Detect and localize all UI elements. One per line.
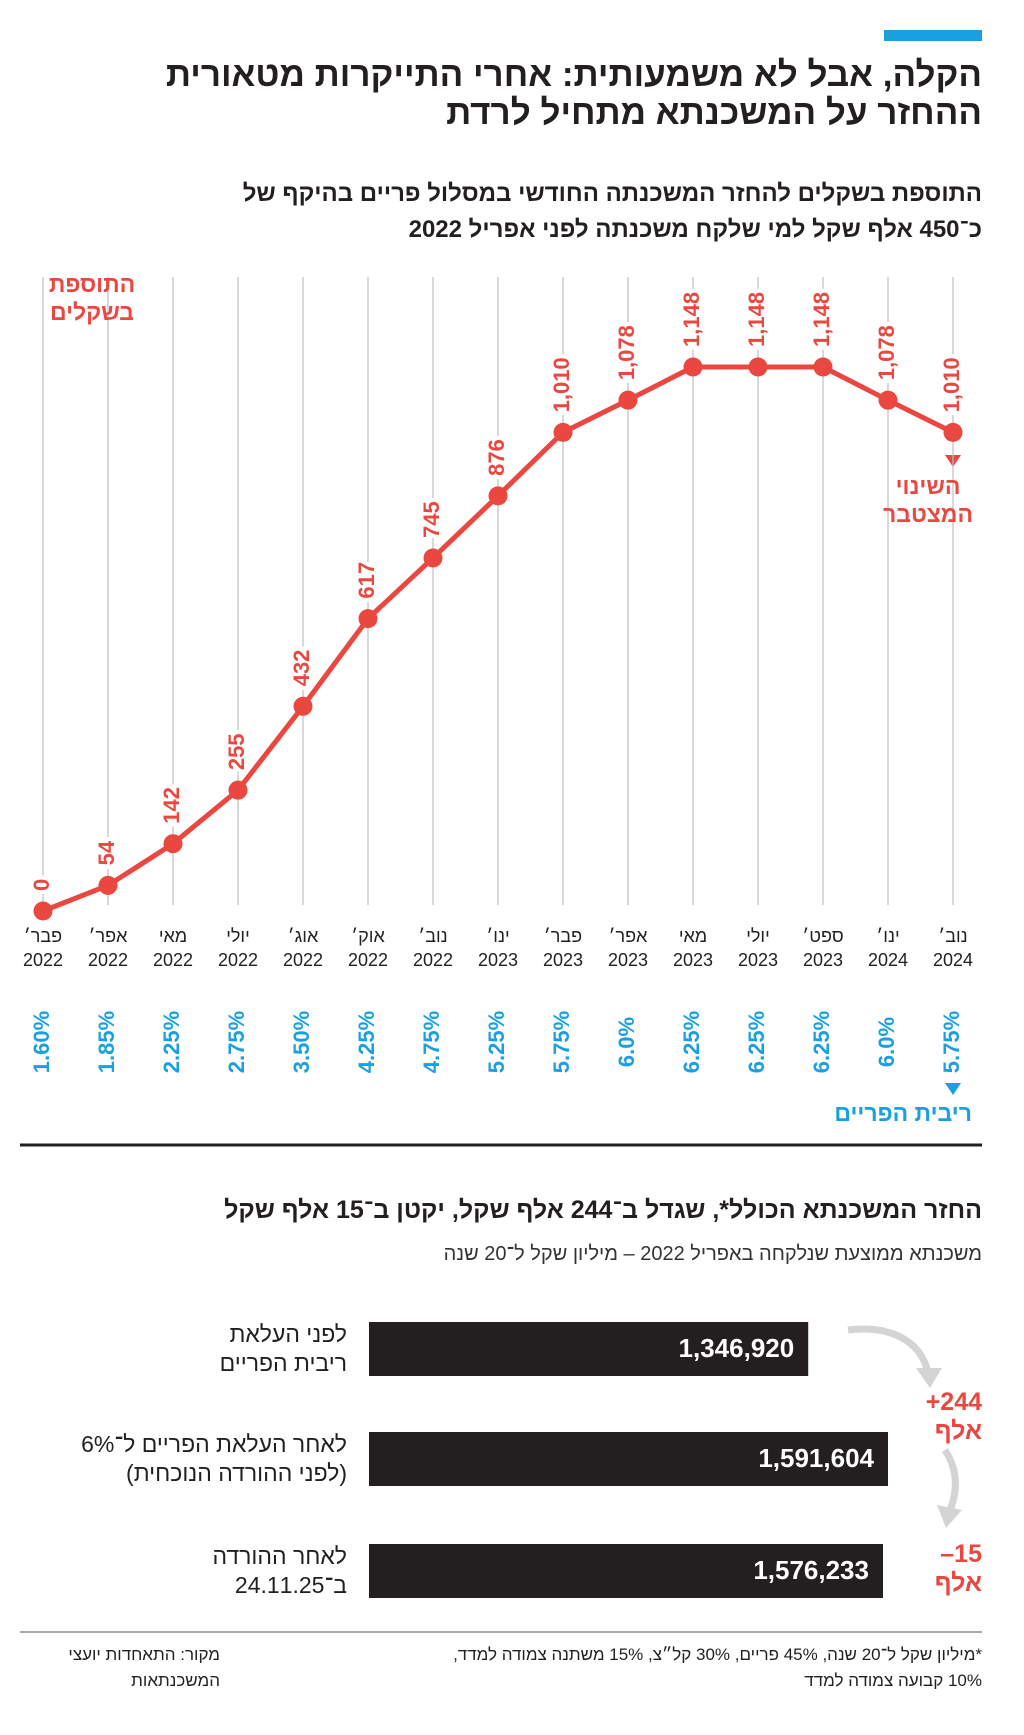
point: [163, 834, 183, 854]
prime-rate-label: 4.25%: [354, 1011, 379, 1073]
change-arrow-head: [916, 1368, 942, 1388]
bar: [369, 1322, 809, 1376]
change-annotation: +244 אלף: [925, 1388, 982, 1445]
y-axis-label: התוספת בשקלים: [48, 271, 136, 325]
source: מקור: התאחדות יועצי המשכנתאות: [68, 1645, 220, 1690]
prime-rate-label: 6.25%: [744, 1011, 769, 1073]
prime-rate-label: 3.50%: [289, 1011, 314, 1073]
prime-rate-label: 1.85%: [94, 1011, 119, 1073]
x-tick-label: נוב׳ 2024: [921, 924, 985, 972]
x-tick-label: נוב׳ 2022: [401, 924, 465, 972]
value-label: 1,078: [874, 325, 899, 380]
category-label: לאחר ההורדה ב־24.11.25: [212, 1543, 348, 1598]
value-label: 54: [94, 840, 119, 865]
prime-rate-label: 6.0%: [614, 1017, 639, 1067]
x-tick-label: מאי 2023: [661, 924, 725, 972]
chart-title: החזר המשכנתא הכולל*, שגדל ב־244 אלף שקל,…: [224, 1196, 982, 1224]
value-label: 1,576,233: [753, 1555, 869, 1585]
accent-bar: [884, 30, 982, 41]
prime-rate-label: 2.25%: [159, 1011, 184, 1073]
x-tick-label: ינו׳ 2024: [856, 924, 920, 972]
x-tick-label: אפר׳ 2023: [596, 924, 660, 972]
point: [98, 875, 118, 895]
value-label: 1,148: [809, 292, 834, 347]
annotation: השינוי המצטבר: [882, 473, 974, 527]
bar: [369, 1544, 883, 1598]
prime-rate-label: 6.25%: [679, 1011, 704, 1073]
x-tick-label: פבר׳ 2022: [11, 924, 75, 972]
value-label: 617: [354, 562, 379, 599]
value-label: 142: [159, 787, 184, 824]
value-label: 1,148: [679, 292, 704, 347]
point: [33, 901, 53, 921]
value-label: 0: [29, 879, 54, 891]
x-tick-label: אוג׳ 2022: [271, 924, 335, 972]
change-annotation: –15 אלף: [934, 1540, 982, 1597]
point: [423, 548, 443, 568]
point: [488, 486, 508, 506]
value-label: 432: [289, 650, 314, 687]
change-arrow-head: [937, 1505, 962, 1528]
value-label: 1,078: [614, 325, 639, 380]
x-tick-label: ספט׳ 2023: [791, 924, 855, 972]
point: [618, 390, 638, 410]
value-label: 745: [419, 501, 444, 538]
footnote: *מיליון שקל ל־20 שנה, 45% פריים, 30% קל״…: [453, 1645, 982, 1690]
x-tick-label: ינו׳ 2023: [466, 924, 530, 972]
value-label: 1,346,920: [679, 1333, 795, 1363]
category-label: לפני העלאת ריבית הפריים: [219, 1321, 347, 1376]
prime-rate-label: 6.0%: [874, 1017, 899, 1067]
point: [228, 780, 248, 800]
x-tick-label: אפר׳ 2022: [76, 924, 140, 972]
x-tick-label: אוק׳ 2022: [336, 924, 400, 972]
prime-rate-label: 4.75%: [419, 1011, 444, 1073]
point: [683, 357, 703, 377]
prime-arrow: [945, 1083, 961, 1095]
x-tick-label: פבר׳ 2023: [531, 924, 595, 972]
value-label: 1,591,604: [758, 1443, 874, 1473]
chart-title: התוספת בשקלים להחזר המשכנתה החודשי במסלו…: [242, 180, 982, 243]
value-label: 876: [484, 439, 509, 476]
chart-subtitle: משכנתא ממוצעת שנלקחה באפריל 2022 – מיליו…: [443, 1243, 982, 1265]
prime-rate-label: 5.25%: [484, 1011, 509, 1073]
point: [748, 357, 768, 377]
prime-rate-label: 5.75%: [939, 1011, 964, 1073]
x-tick-label: מאי 2022: [141, 924, 205, 972]
category-label: לאחר העלאת הפריים ל־6% (לפני ההורדה הנוכ…: [81, 1431, 347, 1486]
page-title: הקלה, אבל לא משמעותית: אחרי התייקרות מטא…: [165, 55, 982, 132]
prime-rate-label: 2.75%: [224, 1011, 249, 1073]
point: [293, 696, 313, 716]
prime-rate-title: ריבית הפריים: [834, 1100, 972, 1126]
point: [943, 422, 963, 442]
value-label: 1,148: [744, 292, 769, 347]
value-label: 255: [224, 733, 249, 770]
point: [878, 390, 898, 410]
prime-rate-label: 6.25%: [809, 1011, 834, 1073]
point: [553, 422, 573, 442]
change-arrow: [847, 1325, 932, 1373]
bar: [369, 1432, 888, 1486]
x-tick-label: יולי 2023: [726, 924, 790, 972]
point: [813, 357, 833, 377]
change-arrow: [942, 1448, 959, 1512]
point: [358, 609, 378, 629]
value-label: 1,010: [939, 357, 964, 412]
x-tick-label: יולי 2022: [206, 924, 270, 972]
value-label: 1,010: [549, 357, 574, 412]
prime-rate-label: 1.60%: [29, 1011, 54, 1073]
prime-rate-label: 5.75%: [549, 1011, 574, 1073]
